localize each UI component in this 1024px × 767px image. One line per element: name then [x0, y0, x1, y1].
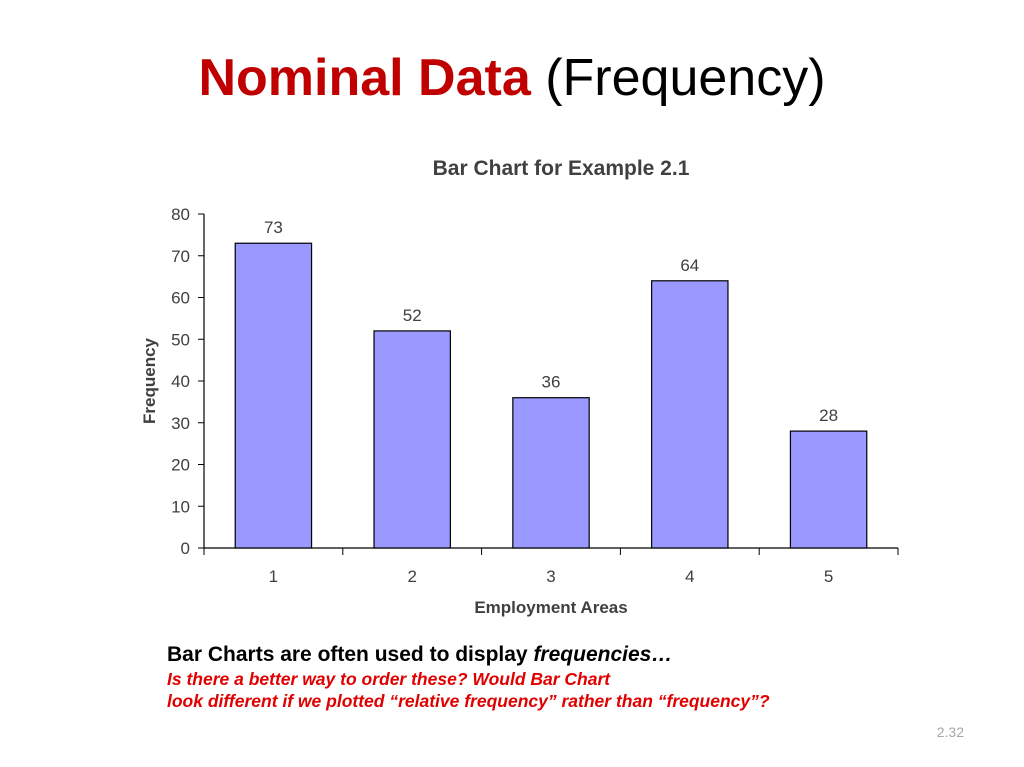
slide-number: 2.32 — [936, 724, 964, 740]
y-tick-label: 50 — [171, 330, 190, 349]
y-tick-label: 30 — [171, 414, 190, 433]
y-tick-label: 0 — [181, 539, 190, 558]
caption-question-line-2: look different if we plotted “relative f… — [167, 691, 770, 711]
x-tick-label: 4 — [685, 567, 694, 586]
data-label: 73 — [264, 218, 283, 237]
x-tick-label: 2 — [407, 567, 416, 586]
x-tick-label: 3 — [546, 567, 555, 586]
chart-title: Bar Chart for Example 2.1 — [433, 157, 690, 180]
y-tick-label: 10 — [171, 497, 190, 516]
x-axis-label: Employment Areas — [474, 598, 627, 617]
slide-title-rest: (Frequency) — [530, 49, 826, 107]
y-tick-label: 40 — [171, 372, 190, 391]
caption-question-line-1: Is there a better way to order these? Wo… — [167, 669, 611, 689]
y-tick-label: 80 — [171, 205, 190, 224]
caption-main-text: Bar Charts are often used to display — [167, 643, 534, 666]
bar — [234, 242, 313, 549]
x-tick-label: 1 — [269, 567, 278, 586]
y-tick-label: 70 — [171, 247, 190, 266]
slide-title: Nominal Data (Frequency) — [0, 42, 1024, 114]
bar — [789, 430, 868, 549]
bar — [373, 330, 451, 549]
bar — [512, 397, 590, 549]
y-tick-label: 20 — [171, 456, 190, 475]
slide-title-strong: Nominal Data — [198, 49, 531, 107]
caption-main-line: Bar Charts are often used to display fre… — [167, 642, 927, 668]
data-label: 52 — [403, 306, 422, 325]
y-tick-label: 60 — [171, 289, 190, 308]
data-label: 64 — [680, 256, 699, 275]
x-tick-label: 5 — [824, 567, 833, 586]
data-label: 28 — [819, 406, 838, 425]
caption-main-emphasis: frequencies… — [533, 643, 673, 666]
caption: Bar Charts are often used to display fre… — [167, 642, 927, 712]
y-axis-label: Frequency — [140, 337, 159, 424]
data-label: 36 — [542, 373, 561, 392]
bar-chart: Bar Chart for Example 2.1 0 10 20 30 40 50 60 70… — [140, 157, 899, 617]
bar — [651, 280, 729, 549]
